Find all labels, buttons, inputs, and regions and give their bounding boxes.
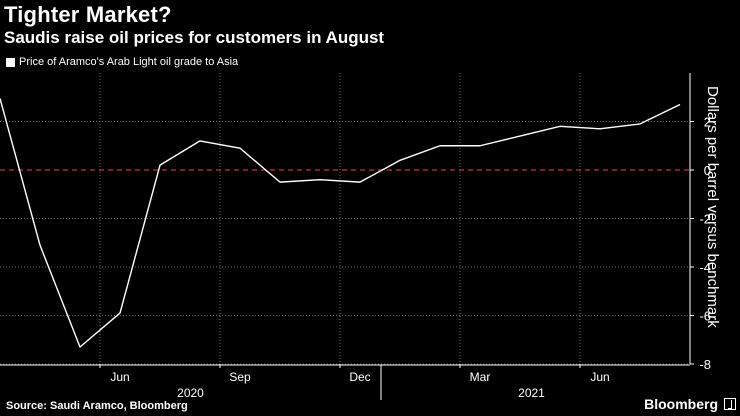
y-tick-label: -4 [699,260,711,275]
x-tick-label: Jun [110,370,129,384]
y-tick-label: -2 [699,212,711,227]
legend: Price of Aramco's Arab Light oil grade t… [6,56,238,68]
y-tick-label: -8 [699,357,711,372]
x-tick-label: Jun [590,370,609,384]
y-tick-label: 0 [704,163,711,178]
legend-swatch [6,57,15,67]
chart-title: Tighter Market? [4,2,172,27]
bloomberg-logo: Bloomberg [644,396,718,412]
chart-subtitle: Saudis raise oil prices for customers in… [4,28,385,47]
x-tick-label: Mar [470,370,491,384]
y-tick-label: 2 [704,115,711,130]
legend-label: Price of Aramco's Arab Light oil grade t… [19,56,239,68]
x-tick-label: Dec [349,370,370,384]
source-note: Source: Saudi Aramco, Bloomberg [6,400,188,412]
series-line [0,98,681,348]
y-tick-label: -6 [699,309,711,324]
external-link-icon [724,398,736,410]
y-axis-label: Dollars per barrel versus benchmark [704,86,721,328]
x-tick-label: Sep [229,370,251,384]
year-label: 2020 [177,386,204,400]
year-label: 2021 [518,386,545,400]
